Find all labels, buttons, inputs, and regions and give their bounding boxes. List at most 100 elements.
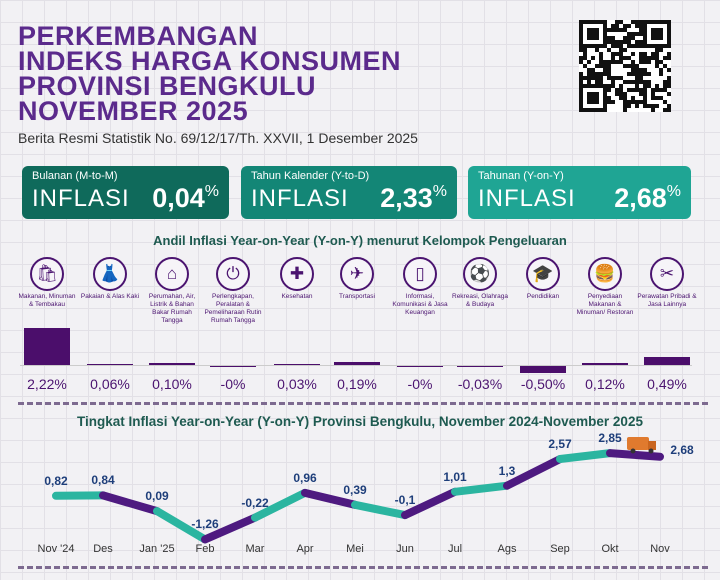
bar-value-label: 0,49% <box>647 376 687 392</box>
point-label: -0,1 <box>394 493 416 508</box>
dress-icon: 👗 <box>93 257 127 291</box>
point-label: 2,68 <box>670 442 694 457</box>
category-label: Penyediaan Makanan & Minuman/ Restoran <box>576 293 634 316</box>
card-unit: % <box>666 183 681 200</box>
category-label: Perawatan Pribadi & Jasa Lainnya <box>637 293 697 308</box>
month-label: Mar <box>245 543 265 555</box>
month-label: Okt <box>601 543 619 555</box>
title-line: NOVEMBER 2025 <box>18 96 249 126</box>
month-label: Nov '24 <box>37 543 75 555</box>
category-label: Pakaian & Alas Kaki <box>80 293 140 300</box>
title-line: PROVINSI BENGKULU <box>18 71 317 101</box>
card-value: 0,04 <box>152 183 205 213</box>
point-label: 0,09 <box>145 489 169 504</box>
scissors-comb-icon: ✂ <box>650 257 684 291</box>
point-label: 0,82 <box>44 473 68 488</box>
card-unit: % <box>432 183 447 200</box>
month-label: Feb <box>195 543 215 555</box>
graduation-cap-icon: 🎓 <box>526 257 560 291</box>
bar-value-label: 0,06% <box>90 376 130 392</box>
month-label: Apr <box>296 543 314 555</box>
bar-value-label: -0,03% <box>457 376 503 392</box>
card-label: Tahun Kalender (Y-to-D) <box>251 170 370 182</box>
line-segment <box>99 491 161 516</box>
line-segment <box>153 507 209 544</box>
inflation-card: Tahun Kalender (Y-to-D) INFLASI 2,33% <box>241 166 457 219</box>
bar-chart-title: Andil Inflasi Year-on-Year (Y-on-Y) menu… <box>153 233 567 248</box>
bar-baseline <box>20 365 692 366</box>
card-word: INFLASI <box>251 185 349 212</box>
bar-value-label: -0% <box>407 376 433 392</box>
line-segment <box>251 488 309 522</box>
category-label: Perlengkapan, Peralatan & Pemeliharaan R… <box>204 293 262 324</box>
bar <box>149 363 195 365</box>
month-label: Sep <box>550 543 570 555</box>
point-label: 1,01 <box>443 469 467 484</box>
category-label: Pendidikan <box>526 293 560 300</box>
point-label: 0,96 <box>293 470 317 485</box>
airplane-icon: ✈ <box>340 257 374 291</box>
point-label: -1,26 <box>191 517 219 532</box>
bar <box>644 356 690 365</box>
delivery-truck-icon <box>627 437 656 454</box>
line-segment <box>201 513 259 544</box>
card-word: INFLASI <box>32 185 130 212</box>
bar-value-label: -0,50% <box>520 376 566 392</box>
point-label: 1,3 <box>498 463 516 478</box>
food-drink-icon: 🍔 <box>588 257 622 291</box>
medical-kit-icon: ✚ <box>280 257 314 291</box>
line-segment <box>301 488 359 509</box>
month-label: Nov <box>650 543 670 555</box>
football-player-icon: ⚽ <box>463 257 497 291</box>
bar-value-label: 0,19% <box>337 376 377 392</box>
category-label: Transportasi <box>339 293 375 300</box>
category-label: Rekreasi, Olahraga & Budaya <box>452 293 508 308</box>
title-line: PERKEMBANGAN <box>18 21 259 51</box>
card-unit: % <box>204 183 219 200</box>
plug-icon: ⏻ <box>216 257 250 291</box>
line-chart-title: Tingkat Inflasi Year-on-Year (Y-on-Y) Pr… <box>77 414 643 429</box>
bar <box>334 361 380 365</box>
qr-code <box>579 20 671 112</box>
bar-value-label: 0,10% <box>152 376 192 392</box>
month-label: Ags <box>497 543 517 555</box>
grocery-bag-icon: 🛍 <box>30 257 64 291</box>
point-label: 2,57 <box>548 437 572 452</box>
divider <box>18 566 708 569</box>
category-label: Makanan, Minuman & Tembakau <box>18 293 76 308</box>
point-label: 2,85 <box>598 431 622 446</box>
month-label: Jan '25 <box>139 543 175 555</box>
point-label: 0,39 <box>343 482 367 497</box>
bar <box>274 363 320 365</box>
card-value: 2,68 <box>614 183 667 213</box>
line-segment <box>401 487 459 520</box>
bar-value-label: 0,12% <box>585 376 625 392</box>
line-segment <box>606 449 664 461</box>
category-label: Informasi, Komunikasi & Jasa Keuangan <box>392 293 448 316</box>
bar-value-label: 2,22% <box>27 376 67 392</box>
category-label: Kesehatan <box>281 293 313 300</box>
inflation-card: Bulanan (M-to-M) INFLASI 0,04% <box>22 166 229 219</box>
card-label: Tahunan (Y-on-Y) <box>478 170 564 182</box>
house-icon: ⌂ <box>155 257 189 291</box>
card-word: INFLASI <box>478 185 576 212</box>
divider <box>18 402 708 405</box>
month-label: Mei <box>346 543 364 555</box>
line-segment <box>556 449 614 464</box>
month-label: Jul <box>447 543 463 555</box>
smartphone-icon: ▯ <box>403 257 437 291</box>
title-line: INDEKS HARGA KONSUMEN <box>18 46 402 76</box>
line-segment <box>351 500 409 520</box>
inflation-card: Tahunan (Y-on-Y) INFLASI 2,68% <box>468 166 691 219</box>
bar-value-label: -0% <box>220 376 246 392</box>
line-segment <box>451 481 511 496</box>
bar <box>582 363 628 365</box>
page-title: PERKEMBANGAN INDEKS HARGA KONSUMEN PROVI… <box>18 21 402 126</box>
card-value: 2,33 <box>380 183 433 213</box>
bar <box>520 365 566 374</box>
card-label: Bulanan (M-to-M) <box>32 170 118 182</box>
bar <box>24 328 70 365</box>
bar-value-label: 0,03% <box>277 376 317 392</box>
category-label: Perumahan, Air, Listrik & Bahan Bakar Ru… <box>148 293 196 324</box>
